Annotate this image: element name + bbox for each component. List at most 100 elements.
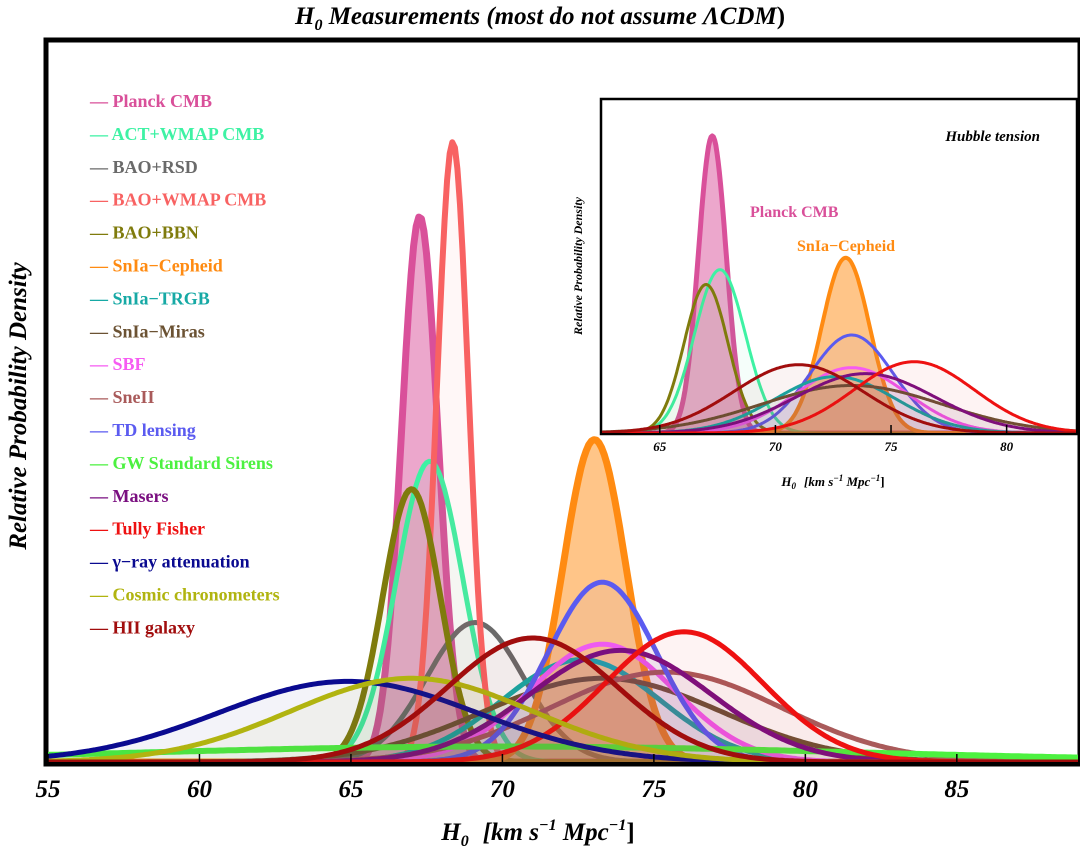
legend-marker: — [89, 486, 113, 506]
inset-fill-bao-bbn [602, 284, 1076, 433]
legend-marker: — [89, 124, 112, 144]
main-fill-sneii [48, 672, 1078, 762]
inset-curve-planck-cmb [602, 133, 1076, 433]
legend-label: SnIa−Miras [113, 321, 205, 341]
main-x-axis-ticks: 55 60 65 70 75 80 85 [36, 754, 969, 803]
legend-label: GW Standard Sirens [113, 453, 273, 473]
inset-curve-tully-fisher [602, 360, 1076, 433]
legend-marker: — [89, 387, 113, 407]
legend-label: HII galaxy [113, 617, 196, 637]
legend-item-sbf: — SBF [89, 354, 146, 374]
legend-item-planck-cmb: — Planck CMB [89, 91, 212, 111]
inset-label-cepheid: SnIa−Cepheid [797, 238, 895, 255]
legend-marker: — [89, 288, 113, 308]
legend-item-hii-galaxy: — HII galaxy [89, 617, 195, 637]
legend-marker: — [89, 420, 112, 440]
inset-curve-snia-miras [602, 384, 1076, 433]
main-curve-td-lensing [48, 579, 1078, 762]
inset-curve-hii-galaxy [602, 363, 1076, 433]
legend-marker: — [89, 585, 113, 605]
inset-curve-snia-cepheid [602, 255, 1076, 433]
inset-chart: 65 70 75 80 Hubble tension Planck CMB SnIa−… [571, 97, 1079, 491]
legend-label: BAO+RSD [113, 157, 198, 177]
main-fill-masers [48, 650, 1078, 762]
legend-label: Tully Fisher [112, 519, 205, 539]
legend-label: SBF [113, 354, 146, 374]
chart-title: H0 Measurements (most do not assume ΛCDM… [294, 3, 785, 34]
legend-label: BAO+WMAP CMB [113, 190, 267, 210]
main-curve-hii-galaxy [48, 635, 1078, 762]
legend-marker: — [89, 157, 113, 177]
inset-fill-masers [602, 373, 1076, 433]
inset-x-axis-label: H0 [km s−1 Mpc−1] [780, 473, 884, 491]
main-tick-label: 80 [793, 776, 819, 803]
inset-tick-label: 70 [769, 439, 783, 454]
legend-marker: — [89, 354, 113, 374]
legend-marker: — [89, 91, 113, 111]
inset-curve-act-wmap-cmb [602, 268, 1076, 433]
legend-item-tully-fisher: — Tully Fisher [89, 519, 205, 539]
legend-label: SneII [113, 387, 155, 407]
main-fill-snia-trgb [48, 659, 1078, 762]
legend-label: Cosmic chronometers [113, 585, 280, 605]
legend: — Planck CMB— ACT+WMAP CMB— BAO+RSD— BAO… [89, 91, 280, 637]
legend-item-sneii: — SneII [89, 387, 155, 407]
main-fill-tully-fisher [48, 631, 1078, 762]
main-fill-snia-cepheid [48, 439, 1078, 762]
inset-label-planck: Planck CMB [750, 204, 839, 221]
legend-item-ray-attenuation: — γ−ray attenuation [89, 552, 250, 572]
main-tick-label: 85 [944, 776, 969, 803]
main-fill-cosmic-chronometers [48, 678, 1078, 762]
legend-marker: — [89, 256, 113, 276]
inset-tick-label: 80 [1000, 439, 1014, 454]
legend-item-bao-wmap-cmb: — BAO+WMAP CMB [89, 190, 266, 210]
legend-marker: — [89, 552, 113, 572]
main-tick-label: 60 [187, 776, 213, 803]
legend-item-td-lensing: — TD lensing [89, 420, 196, 440]
legend-item-bao-rsd: — BAO+RSD [89, 157, 198, 177]
inset-fill-snia-miras [602, 385, 1076, 433]
legend-label: Planck CMB [113, 91, 213, 111]
legend-label: ACT+WMAP CMB [112, 124, 265, 144]
inset-fill-hii-galaxy [602, 364, 1076, 433]
legend-item-snia-cepheid: — SnIa−Cepheid [89, 256, 223, 276]
legend-marker: — [89, 453, 113, 473]
inset-curve-bao-bbn [602, 283, 1076, 433]
main-curve-snia-cepheid [48, 436, 1078, 762]
inset-tick-label: 65 [653, 439, 667, 454]
main-curve-cosmic-chronometers [48, 675, 1078, 762]
main-tick-label: 65 [338, 776, 363, 803]
legend-item-bao-bbn: — BAO+BBN [89, 223, 199, 243]
main-fill-hii-galaxy [48, 638, 1078, 762]
main-plot-curves [48, 139, 1078, 762]
main-tick-label: 70 [490, 776, 516, 803]
inset-fill-snia-cepheid [602, 257, 1076, 433]
legend-label: γ−ray attenuation [112, 552, 250, 572]
legend-label: BAO+BBN [113, 223, 199, 243]
main-tick-label: 75 [641, 776, 666, 803]
legend-item-snia-trgb: — SnIa−TRGB [89, 288, 210, 308]
main-curve-gw-standard-sirens [48, 743, 1078, 761]
inset-title: Hubble tension [944, 129, 1040, 145]
main-fill-ray-attenuation [48, 681, 1078, 762]
legend-label: SnIa−TRGB [113, 288, 210, 308]
legend-item-cosmic-chronometers: — Cosmic chronometers [89, 585, 280, 605]
x-axis-label: H0 [km s−1 Mpc−1] [440, 817, 635, 850]
y-axis-label: Relative Probability Density [5, 261, 32, 550]
legend-marker: — [89, 617, 113, 637]
legend-item-masers: — Masers [89, 486, 168, 506]
main-curve-sbf [48, 641, 1078, 762]
inset-y-axis-label: Relative Probability Density [571, 196, 585, 336]
inset-fill-snia-trgb [602, 376, 1076, 433]
main-tick-label: 55 [36, 776, 61, 803]
legend-label: TD lensing [112, 420, 196, 440]
legend-label: SnIa−Cepheid [113, 256, 223, 276]
legend-marker: — [89, 223, 113, 243]
inset-curves [602, 133, 1076, 433]
main-curve-ray-attenuation [48, 678, 1078, 762]
inset-x-axis-ticks: 65 70 75 80 [653, 425, 1014, 454]
legend-item-snia-miras: — SnIa−Miras [89, 321, 205, 341]
legend-marker: — [89, 190, 113, 210]
inset-tick-label: 75 [885, 439, 899, 454]
